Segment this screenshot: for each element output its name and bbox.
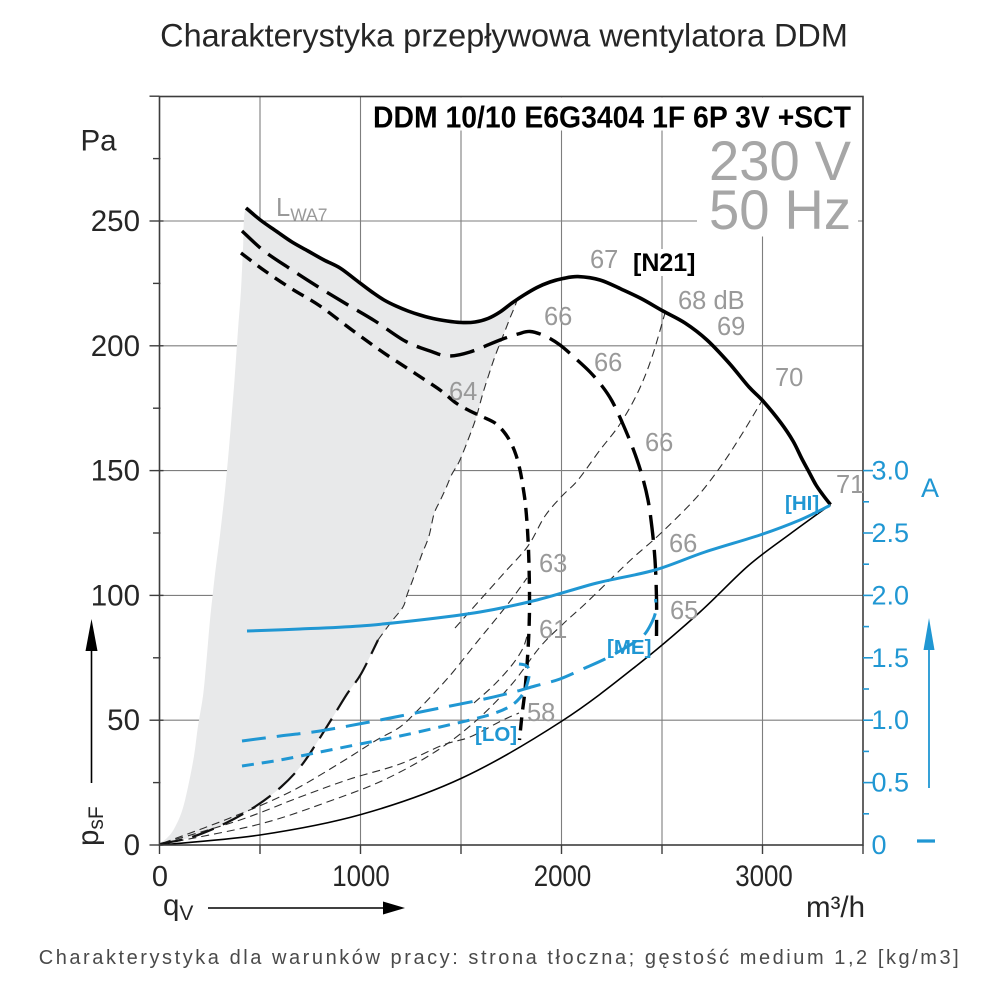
svg-text:200: 200 <box>91 330 140 363</box>
svg-text:0: 0 <box>152 861 168 893</box>
svg-text:1.0: 1.0 <box>872 705 910 735</box>
svg-text:50: 50 <box>107 704 140 737</box>
svg-text:0: 0 <box>124 829 140 862</box>
svg-text:66: 66 <box>544 303 572 331</box>
svg-text:66: 66 <box>669 530 697 558</box>
svg-text:2000: 2000 <box>534 860 592 893</box>
svg-text:65: 65 <box>670 597 698 625</box>
svg-text:m³/h: m³/h <box>806 891 865 924</box>
svg-text:64: 64 <box>449 378 477 406</box>
svg-text:50 Hz: 50 Hz <box>709 178 851 241</box>
svg-text:66: 66 <box>645 429 673 457</box>
svg-text:[ME]: [ME] <box>607 636 651 659</box>
svg-text:0: 0 <box>872 830 887 860</box>
svg-text:[N21]: [N21] <box>633 249 696 277</box>
svg-text:100: 100 <box>91 579 140 612</box>
svg-text:71: 71 <box>836 471 864 499</box>
svg-text:1000: 1000 <box>332 860 390 893</box>
svg-text:3000: 3000 <box>735 860 793 893</box>
svg-text:66: 66 <box>594 349 622 377</box>
svg-text:A: A <box>921 473 939 503</box>
svg-text:61: 61 <box>539 616 567 644</box>
svg-text:DDM 10/10 E6G3404 1F 6P 3V +SC: DDM 10/10 E6G3404 1F 6P 3V +SCT <box>373 101 851 135</box>
svg-text:250: 250 <box>91 205 140 238</box>
svg-text:67: 67 <box>590 246 618 274</box>
svg-text:68 dB: 68 dB <box>678 287 745 315</box>
svg-text:[HI]: [HI] <box>785 492 819 515</box>
svg-text:Charakterystyka przepływowa we: Charakterystyka przepływowa wentylatora … <box>160 18 848 54</box>
svg-text:58: 58 <box>527 699 555 727</box>
svg-text:2.5: 2.5 <box>872 518 910 548</box>
svg-text:[LO]: [LO] <box>475 723 517 746</box>
svg-text:Charakterystyka dla warunków p: Charakterystyka dla warunków pracy: stro… <box>39 947 962 969</box>
svg-text:69: 69 <box>717 313 745 341</box>
svg-text:Pa: Pa <box>81 125 118 158</box>
svg-text:70: 70 <box>775 364 803 392</box>
svg-text:2.0: 2.0 <box>872 580 910 610</box>
svg-text:1.5: 1.5 <box>872 643 910 673</box>
svg-text:63: 63 <box>539 550 567 578</box>
svg-text:0.5: 0.5 <box>872 768 910 798</box>
svg-text:150: 150 <box>91 455 140 488</box>
svg-text:3.0: 3.0 <box>872 456 910 486</box>
svg-text:230 V: 230 V <box>709 129 852 192</box>
